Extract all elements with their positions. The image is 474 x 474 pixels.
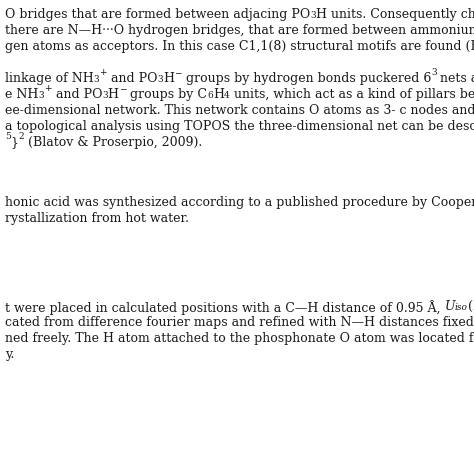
Text: 3: 3	[102, 91, 108, 100]
Text: cated from difference fourier maps and refined with N—H distances fixed in th: cated from difference fourier maps and r…	[5, 316, 474, 329]
Text: H: H	[213, 88, 224, 101]
Text: and PO: and PO	[52, 88, 102, 101]
Text: (H)=: (H)=	[468, 300, 474, 313]
Text: 3: 3	[94, 75, 100, 84]
Text: there are N—H···O hydrogen bridges, that are formed between ammonium nitr: there are N—H···O hydrogen bridges, that…	[5, 24, 474, 37]
Text: (Blatov & Proserpio, 2009).: (Blatov & Proserpio, 2009).	[25, 136, 203, 149]
Text: 3: 3	[38, 91, 44, 100]
Text: rystallization from hot water.: rystallization from hot water.	[5, 212, 189, 225]
Text: 3: 3	[157, 75, 163, 84]
Text: O bridges that are formed between adjacing PO: O bridges that are formed between adjaci…	[5, 8, 310, 21]
Text: +: +	[100, 68, 107, 77]
Text: groups by C: groups by C	[126, 88, 207, 101]
Text: groups by hydrogen bonds puckered 6: groups by hydrogen bonds puckered 6	[182, 72, 431, 85]
Text: a topological analysis using TOPOS the three-dimensional net can be described b: a topological analysis using TOPOS the t…	[5, 120, 474, 133]
Text: t were placed in calculated positions with a C—H distance of 0.95 Å,: t were placed in calculated positions wi…	[5, 300, 445, 315]
Text: 3: 3	[431, 68, 437, 77]
Text: iso: iso	[455, 303, 468, 312]
Text: −: −	[174, 68, 182, 77]
Text: −: −	[118, 84, 126, 93]
Text: linkage of NH: linkage of NH	[5, 72, 94, 85]
Text: nets are f: nets are f	[437, 72, 474, 85]
Text: 5: 5	[5, 132, 11, 141]
Text: 3: 3	[310, 11, 316, 20]
Text: ned freely. The H atom attached to the phosphonate O atom was located from: ned freely. The H atom attached to the p…	[5, 332, 474, 345]
Text: +: +	[44, 84, 52, 93]
Text: H units. Consequently chains w: H units. Consequently chains w	[316, 8, 474, 21]
Text: gen atoms as acceptors. In this case C1,1(8) structural motifs are found (Bernst: gen atoms as acceptors. In this case C1,…	[5, 40, 474, 53]
Text: H: H	[163, 72, 174, 85]
Text: U: U	[445, 300, 455, 313]
Text: honic acid was synthesized according to a published procedure by Cooper: honic acid was synthesized according to …	[5, 196, 474, 209]
Text: e NH: e NH	[5, 88, 38, 101]
Text: and PO: and PO	[107, 72, 157, 85]
Text: units, which act as a kind of pillars betw: units, which act as a kind of pillars be…	[229, 88, 474, 101]
Text: H: H	[108, 88, 118, 101]
Text: 4: 4	[224, 91, 229, 100]
Text: }: }	[11, 136, 19, 149]
Text: 2: 2	[19, 132, 25, 141]
Text: ee-dimensional network. This network contains O atoms as 3- c nodes and P: ee-dimensional network. This network con…	[5, 104, 474, 117]
Text: 6: 6	[207, 91, 213, 100]
Text: y.: y.	[5, 348, 14, 361]
